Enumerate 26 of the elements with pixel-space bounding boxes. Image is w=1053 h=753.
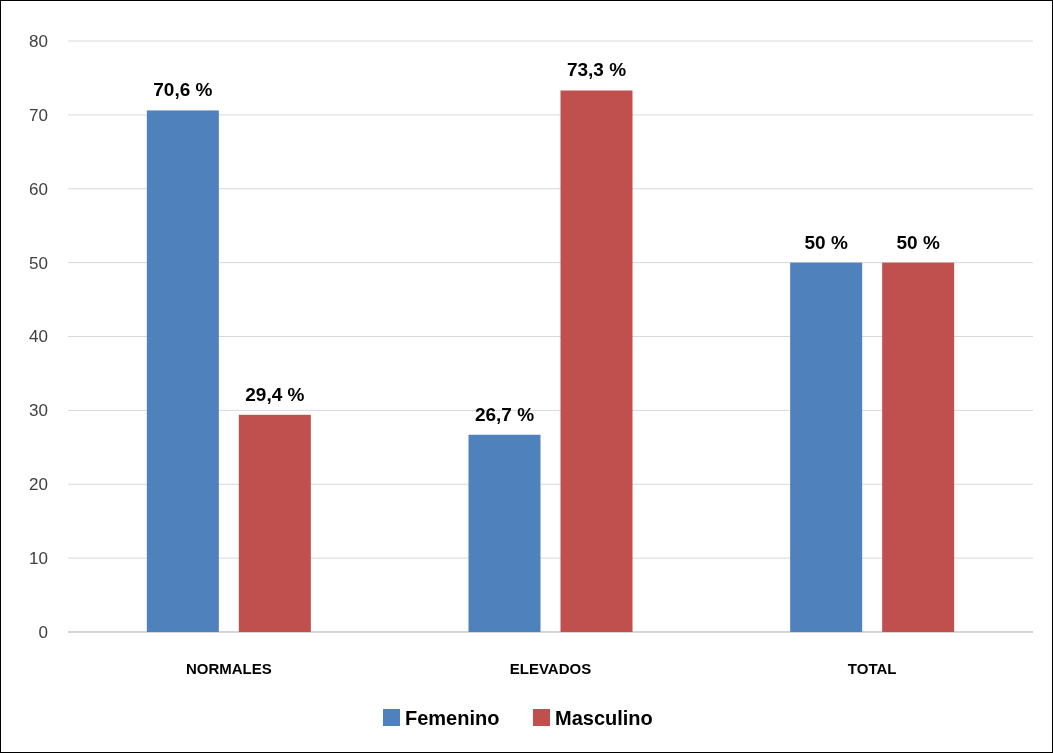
y-tick-label: 10 [29, 549, 48, 569]
legend-label: Masculino [555, 707, 653, 729]
y-tick-label: 40 [29, 327, 48, 347]
data-label: 26,7 % [474, 403, 535, 425]
bar [790, 262, 863, 632]
x-tick-label: TOTAL [847, 660, 897, 677]
x-tick-label: ELEVADOS [509, 660, 592, 677]
y-tick-label: 0 [38, 622, 48, 642]
y-tick-label: 60 [29, 179, 48, 199]
data-label: 73,3 % [566, 59, 627, 81]
x-tick-label: NORMALES [185, 660, 272, 677]
bar [468, 434, 541, 632]
y-tick-label: 30 [29, 401, 48, 421]
bar [560, 90, 633, 632]
y-tick-label: 70 [29, 105, 48, 125]
y-tick-label: 20 [29, 475, 48, 495]
bar [238, 414, 311, 632]
data-label: 29,4 % [245, 383, 305, 405]
bar [882, 262, 955, 632]
y-tick-label: 80 [29, 31, 48, 51]
bar [146, 110, 219, 632]
data-label: 50 % [896, 231, 940, 253]
legend-label: Femenino [405, 707, 500, 729]
data-label: 50 % [804, 231, 848, 253]
y-tick-label: 50 [29, 253, 48, 273]
data-label: 70,6 % [153, 79, 213, 101]
